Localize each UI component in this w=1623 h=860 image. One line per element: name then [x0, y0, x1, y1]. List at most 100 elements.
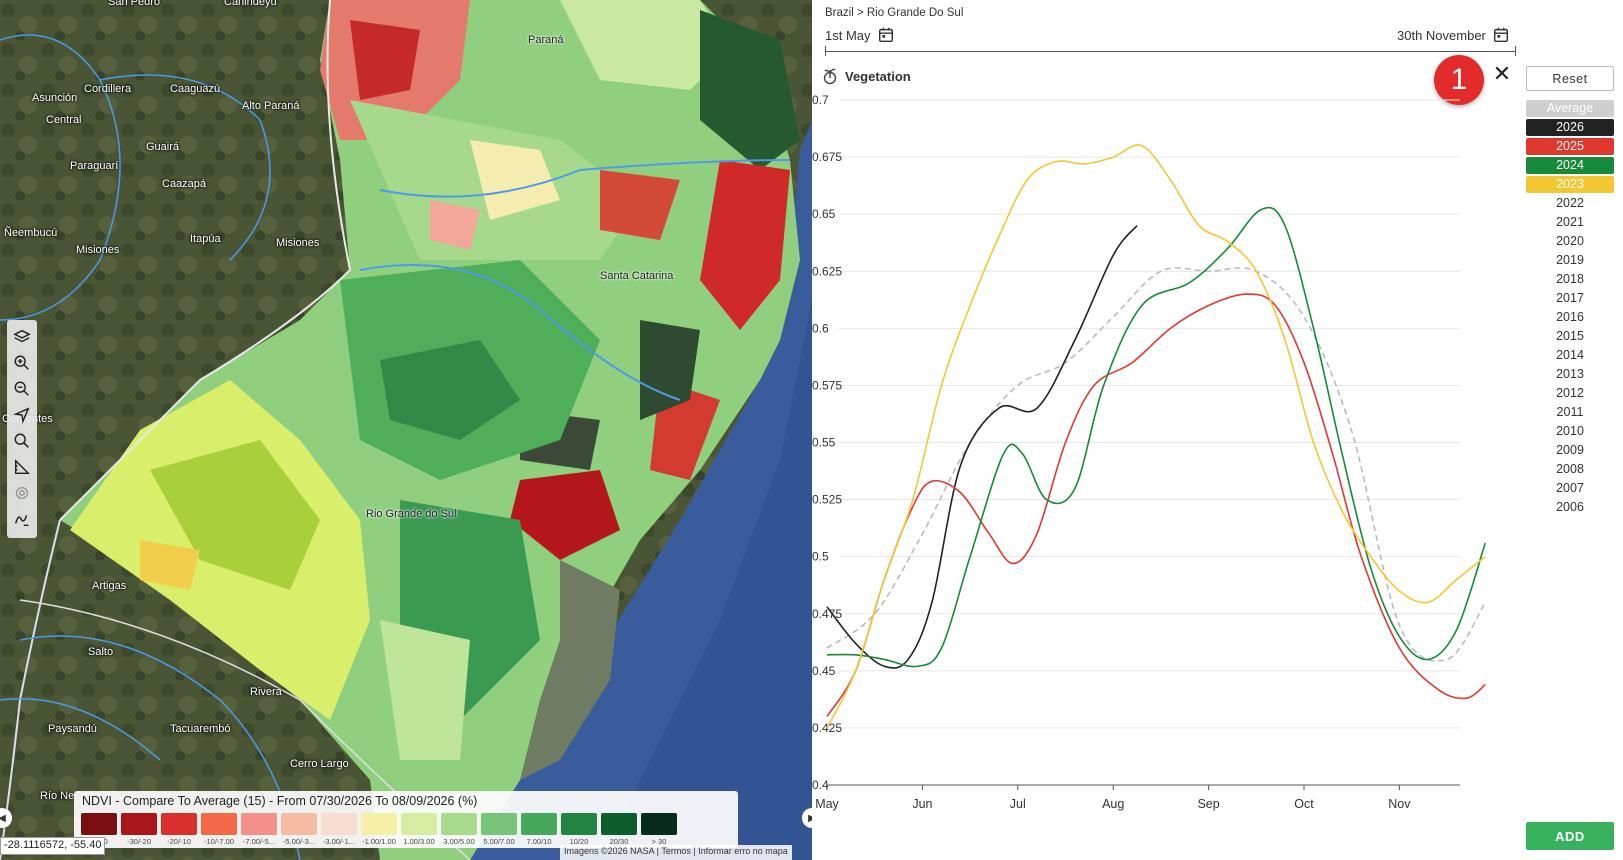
layers-icon[interactable]: [9, 324, 35, 350]
step-badge: 1: [1434, 55, 1484, 105]
map-label: Río Ne: [40, 790, 75, 802]
year-toggle-2013[interactable]: 2013: [1556, 367, 1584, 381]
y-tick-label: 0.4: [812, 778, 829, 792]
y-tick-label: 0.7: [812, 93, 829, 107]
y-tick-label: 0.5: [812, 550, 829, 564]
year-toggle-2017[interactable]: 2017: [1556, 291, 1584, 305]
navigate-icon[interactable]: [9, 402, 35, 428]
y-tick-label: 0.45: [812, 664, 836, 678]
legend-item: 20/30: [600, 813, 638, 846]
legend-swatch: [241, 813, 277, 835]
x-tick-label: Aug: [1102, 797, 1124, 811]
reset-button[interactable]: Reset: [1526, 66, 1614, 91]
year-toggle-2024[interactable]: 2024: [1526, 157, 1614, 174]
legend-swatch: [281, 813, 317, 835]
year-toggle-2008[interactable]: 2008: [1556, 462, 1584, 476]
legend-item: 5.00/7.00: [480, 813, 518, 846]
collapse-left-button[interactable]: ◀: [0, 808, 12, 828]
legend-item: > 30: [640, 813, 678, 846]
x-tick-label: Oct: [1294, 797, 1314, 811]
x-tick-label: Sep: [1197, 797, 1219, 811]
year-toggle-2023[interactable]: 2023: [1526, 176, 1614, 193]
legend-swatch: [361, 813, 397, 835]
legend-swatch: [441, 813, 477, 835]
legend-label: -10/-7.00: [203, 837, 235, 846]
year-toggle-2006[interactable]: 2006: [1556, 500, 1584, 514]
date-range-slider[interactable]: [825, 46, 1516, 56]
zoom-in-icon[interactable]: [9, 350, 35, 376]
legend-swatch: [121, 813, 157, 835]
map-label: Canindeyú: [224, 0, 277, 8]
year-toggle-2016[interactable]: 2016: [1556, 310, 1584, 324]
y-tick-label: 0.475: [812, 607, 842, 621]
map-label: Tacuarembó: [170, 723, 231, 735]
map-label: Guairá: [146, 141, 180, 153]
year-toggle-average[interactable]: Average: [1526, 100, 1614, 117]
legend-swatch: [81, 813, 117, 835]
legend-label: 5.00/7.00: [483, 837, 515, 846]
year-toggle-2019[interactable]: 2019: [1556, 253, 1584, 267]
year-toggle-2014[interactable]: 2014: [1556, 348, 1584, 362]
date-start[interactable]: 1st May: [825, 26, 895, 44]
series-line-2023: [826, 144, 1486, 729]
map-label: Cordillera: [84, 83, 132, 95]
legend-label: 1.00/3.00: [403, 837, 435, 846]
x-tick-label: May: [815, 797, 839, 811]
close-button[interactable]: ✕: [1492, 61, 1512, 86]
year-list: Average 2026 2025 2024 2023 2022 2021 2020 2019 2…: [1526, 100, 1614, 518]
y-tick-label: 0.6: [812, 321, 829, 335]
legend-swatch: [601, 813, 637, 835]
calendar-icon[interactable]: [877, 26, 895, 44]
map-label: Caazapá: [162, 178, 207, 190]
legend-swatches: < -30-30/-20-20/-10-10/-7.00-7.00/-5...-…: [78, 813, 678, 846]
year-toggle-2025[interactable]: 2025: [1526, 138, 1614, 155]
map-label: Alto Paraná: [242, 100, 300, 112]
measure-icon[interactable]: [9, 454, 35, 480]
year-toggle-2018[interactable]: 2018: [1556, 272, 1584, 286]
plant-icon: [823, 68, 837, 85]
map-view[interactable]: San Pedro Canindeyú Paraná Cordillera Ca…: [0, 0, 812, 860]
search-icon[interactable]: [9, 428, 35, 454]
legend-swatch: [561, 813, 597, 835]
year-toggle-2012[interactable]: 2012: [1556, 386, 1584, 400]
legend-label: 10/20: [569, 837, 589, 846]
year-toggle-2026[interactable]: 2026: [1526, 119, 1614, 136]
map-label: Caaguazú: [170, 83, 221, 95]
year-toggle-2021[interactable]: 2021: [1556, 215, 1584, 229]
legend-swatch: [481, 813, 517, 835]
map-label: Paraguarí: [70, 160, 119, 172]
legend-item: 10/20: [560, 813, 598, 846]
map-label: Asunción: [32, 92, 78, 104]
map-label: Cerro Largo: [290, 758, 349, 770]
year-toggle-2009[interactable]: 2009: [1556, 443, 1584, 457]
calendar-icon[interactable]: [1492, 26, 1510, 44]
y-tick-label: 0.55: [812, 436, 836, 450]
add-button[interactable]: ADD: [1526, 822, 1614, 850]
year-toggle-2022[interactable]: 2022: [1556, 196, 1584, 210]
year-toggle-2020[interactable]: 2020: [1556, 234, 1584, 248]
year-toggle-2011[interactable]: 2011: [1556, 405, 1584, 419]
legend-swatch: [201, 813, 237, 835]
legend-label: 20/30: [609, 837, 629, 846]
map-image: [0, 0, 812, 860]
draw-icon[interactable]: [9, 506, 35, 532]
date-end[interactable]: 30th November: [1397, 26, 1510, 44]
chart-panel: Brazil > Rio Grande Do Sul 1st May 30th …: [812, 0, 1623, 860]
map-attribution[interactable]: Imagens ©2026 NASA | Termos | Informar e…: [560, 845, 792, 860]
y-tick-label: 0.525: [812, 493, 842, 507]
legend-label: -7.00/-5...: [242, 837, 276, 846]
breadcrumb[interactable]: Brazil > Rio Grande Do Sul: [825, 7, 964, 19]
legend-item: 7.00/10: [520, 813, 558, 846]
legend-item: -3.00/-1...: [320, 813, 358, 846]
zoom-out-icon[interactable]: [9, 376, 35, 402]
map-label: Artigas: [92, 580, 127, 592]
year-toggle-2010[interactable]: 2010: [1556, 424, 1584, 438]
legend-item: -5.00/-3...: [280, 813, 318, 846]
year-toggle-2007[interactable]: 2007: [1556, 481, 1584, 495]
year-toggle-2015[interactable]: 2015: [1556, 329, 1584, 343]
map-label: Paysandú: [48, 723, 97, 735]
legend-title: NDVI - Compare To Average (15) - From 07…: [82, 794, 478, 808]
ndvi-line-chart: 0.40.4250.450.4750.50.5250.550.5750.60.6…: [812, 93, 1487, 811]
collapse-right-button[interactable]: ▶: [802, 808, 812, 828]
target-icon[interactable]: [9, 480, 35, 506]
